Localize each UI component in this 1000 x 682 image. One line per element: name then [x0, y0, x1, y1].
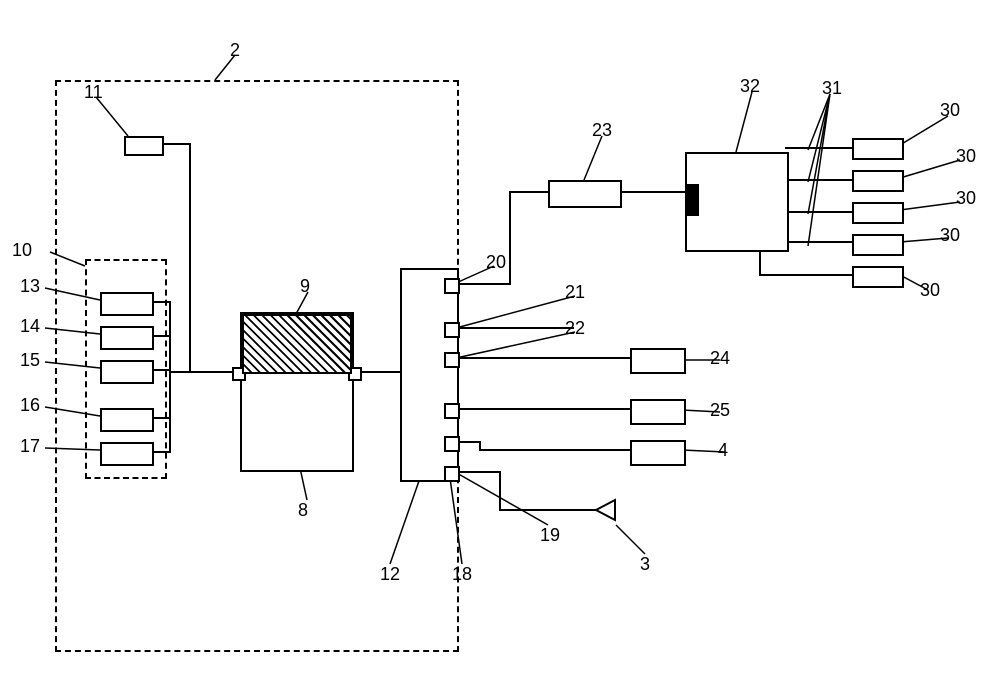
- ref-label-24: 24: [710, 348, 730, 369]
- component-box-30b: [852, 170, 904, 192]
- component-box-23: [548, 180, 622, 208]
- component-box-14: [100, 326, 154, 350]
- ref-label-14: 14: [20, 316, 40, 337]
- component-box-32: [685, 152, 789, 252]
- ref-label-2: 2: [230, 40, 240, 61]
- component-box-25: [630, 399, 686, 425]
- hatched-hatch-9: [242, 314, 352, 374]
- ref-label-30: 30: [956, 188, 976, 209]
- component-box-30c: [852, 202, 904, 224]
- component-box-16: [100, 408, 154, 432]
- ref-label-16: 16: [20, 395, 40, 416]
- ref-label-32: 32: [740, 76, 760, 97]
- ref-label-11: 11: [84, 82, 103, 103]
- component-mini-18b: [444, 436, 460, 452]
- ref-label-20: 20: [486, 252, 506, 273]
- component-mini-20: [444, 278, 460, 294]
- ref-label-19: 19: [540, 525, 560, 546]
- component-box-30a: [852, 138, 904, 160]
- ref-label-17: 17: [20, 436, 40, 457]
- ref-label-31: 31: [822, 78, 842, 99]
- ref-label-9: 9: [300, 276, 310, 297]
- ref-label-15: 15: [20, 350, 40, 371]
- component-mini-18a: [444, 403, 460, 419]
- ref-label-30: 30: [920, 280, 940, 301]
- ref-label-30: 30: [956, 146, 976, 167]
- ref-label-18: 18: [452, 564, 472, 585]
- component-mini-22: [444, 352, 460, 368]
- component-mini-19: [444, 466, 460, 482]
- ref-label-4: 4: [718, 440, 728, 461]
- ref-label-25: 25: [710, 400, 730, 421]
- ref-label-10: 10: [12, 240, 32, 261]
- component-box-24: [630, 348, 686, 374]
- filled-fill-32: [687, 184, 699, 216]
- diagram-canvas: 11 2 10 13 14 15 16 17 9 8 12 18 19 3 20 21 22 24 25 4 23 32 3…: [0, 0, 1000, 682]
- ref-label-23: 23: [592, 120, 612, 141]
- ref-label-21: 21: [565, 282, 585, 303]
- ref-label-30: 30: [940, 225, 960, 246]
- component-box-30d: [852, 234, 904, 256]
- ref-label-30: 30: [940, 100, 960, 121]
- component-box-4: [630, 440, 686, 466]
- component-box-15: [100, 360, 154, 384]
- component-box-11: [124, 136, 164, 156]
- ref-label-12: 12: [380, 564, 400, 585]
- component-box-13: [100, 292, 154, 316]
- component-mini-21: [444, 322, 460, 338]
- ref-label-13: 13: [20, 276, 40, 297]
- ref-label-3: 3: [640, 554, 650, 575]
- ref-label-8: 8: [298, 500, 308, 521]
- component-box-17: [100, 442, 154, 466]
- component-box-30e: [852, 266, 904, 288]
- ref-label-22: 22: [565, 318, 585, 339]
